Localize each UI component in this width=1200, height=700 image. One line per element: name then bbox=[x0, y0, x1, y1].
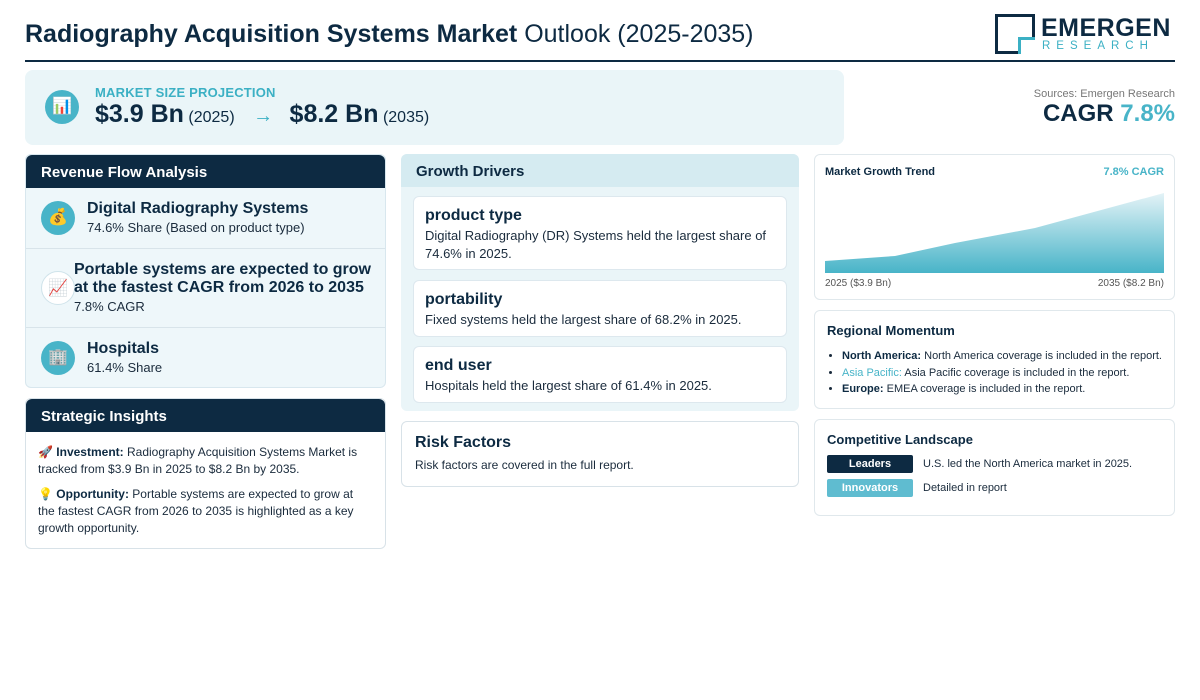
region-name: Asia Pacific: bbox=[842, 366, 902, 379]
strategic-insights-title: Strategic Insights bbox=[26, 399, 385, 432]
rocket-icon: 🚀 bbox=[38, 445, 53, 459]
driver-title: portability bbox=[425, 291, 503, 308]
market-growth-trend-panel: Market Growth Trend 7.8% CAGR 2025 ($3.9… bbox=[814, 154, 1175, 300]
insight-text: Radiography Acquisition Systems Market i… bbox=[38, 445, 358, 476]
region-name: North America: bbox=[842, 350, 922, 362]
revenue-item-title: Digital Radiography Systems bbox=[87, 200, 309, 217]
competitive-title: Competitive Landscape bbox=[827, 432, 973, 447]
cagr-value: 7.8% bbox=[1120, 100, 1175, 127]
growth-area-chart bbox=[825, 193, 1164, 273]
title-bold: Radiography Acquisition Systems Market bbox=[25, 20, 518, 48]
driver-title: product type bbox=[425, 207, 522, 224]
leaders-tag: Leaders bbox=[827, 455, 913, 473]
revenue-item-sub: 7.8% CAGR bbox=[74, 299, 145, 314]
regional-momentum-panel: Regional Momentum North America: North A… bbox=[814, 310, 1175, 409]
arrow-right-icon: → bbox=[253, 105, 274, 127]
revenue-item-sub: 74.6% Share (Based on product type) bbox=[87, 220, 305, 235]
competitive-landscape-panel: Competitive Landscape Leaders U.S. led t… bbox=[814, 419, 1175, 516]
projection-label: MARKET SIZE PROJECTION bbox=[95, 85, 276, 100]
projection-values: $3.9 Bn (2025) → $8.2 Bn (2035) bbox=[95, 100, 429, 129]
emergen-logo: EMERGEN RESEARCH bbox=[995, 14, 1170, 56]
revenue-item: 💰 Digital Radiography Systems 74.6% Shar… bbox=[26, 188, 385, 249]
cagr-display: CAGR 7.8% bbox=[1043, 100, 1175, 128]
risk-factors-panel: Risk Factors Risk factors are covered in… bbox=[401, 421, 799, 487]
list-item: Asia Pacific: Asia Pacific coverage is i… bbox=[842, 365, 1172, 382]
trend-end-label: 2035 ($8.2 Bn) bbox=[1097, 278, 1164, 289]
title-light: Outlook (2025-2035) bbox=[524, 20, 754, 48]
cagr-label: CAGR bbox=[1042, 100, 1114, 127]
driver-text: Hospitals held the largest share of 61.4… bbox=[425, 378, 712, 393]
revenue-flow-title: Revenue Flow Analysis bbox=[26, 155, 385, 188]
region-name: Europe: bbox=[842, 383, 884, 395]
risk-title: Risk Factors bbox=[415, 434, 512, 451]
start-value: $3.9 Bn bbox=[95, 100, 184, 128]
trend-up-icon: 📈 bbox=[41, 271, 75, 305]
insight-investment: 🚀 Investment: Radiography Acquisition Sy… bbox=[38, 444, 373, 478]
innovators-text: Detailed in report bbox=[923, 482, 1007, 494]
driver-card: product type Digital Radiography (DR) Sy… bbox=[413, 196, 787, 270]
insight-label: Opportunity: bbox=[56, 487, 129, 501]
revenue-item: 🏢 Hospitals 61.4% Share bbox=[26, 328, 385, 388]
logo-mark-icon bbox=[995, 14, 1035, 54]
trend-area bbox=[825, 193, 1164, 273]
risk-text: Risk factors are covered in the full rep… bbox=[415, 458, 634, 472]
insight-label: Investment: bbox=[56, 445, 124, 459]
list-item: Europe: EMEA coverage is included in the… bbox=[842, 381, 1172, 398]
logo-sub-text: RESEARCH bbox=[1042, 40, 1154, 52]
strategic-insights-panel: Strategic Insights 🚀 Investment: Radiogr… bbox=[25, 398, 386, 549]
revenue-item-title: Portable systems are expected to grow at… bbox=[74, 261, 371, 296]
regional-list: North America: North America coverage is… bbox=[842, 348, 1172, 398]
end-year: (2035) bbox=[382, 109, 430, 126]
lightbulb-icon: 💡 bbox=[38, 487, 53, 501]
logo-main-text: EMERGEN bbox=[1041, 14, 1171, 42]
growth-drivers-title: Growth Drivers bbox=[401, 154, 799, 187]
insight-opportunity: 💡 Opportunity: Portable systems are expe… bbox=[38, 486, 373, 537]
innovators-tag: Innovators bbox=[827, 479, 913, 497]
revenue-item-sub: 61.4% Share bbox=[87, 360, 163, 375]
page-title: Radiography Acquisition Systems Market O… bbox=[25, 20, 754, 49]
money-bag-icon: 💰 bbox=[41, 201, 75, 235]
revenue-flow-panel: Revenue Flow Analysis 💰 Digital Radiogra… bbox=[25, 154, 386, 388]
region-text: North America coverage is included in th… bbox=[924, 350, 1162, 362]
driver-text: Fixed systems held the largest share of … bbox=[425, 312, 742, 327]
leaders-text: U.S. led the North America market in 202… bbox=[923, 458, 1133, 470]
growth-drivers-panel: Growth Drivers product type Digital Radi… bbox=[401, 154, 799, 411]
list-item: North America: North America coverage is… bbox=[842, 348, 1172, 365]
driver-text: Digital Radiography (DR) Systems held th… bbox=[425, 228, 767, 261]
trend-start-label: 2025 ($3.9 Bn) bbox=[825, 278, 892, 289]
trend-title: Market Growth Trend bbox=[825, 166, 936, 178]
sources-text: Sources: Emergen Research bbox=[1033, 88, 1175, 100]
regional-title: Regional Momentum bbox=[827, 323, 955, 338]
revenue-item-title: Hospitals bbox=[87, 340, 160, 357]
market-size-projection: 📊 MARKET SIZE PROJECTION $3.9 Bn (2025) … bbox=[25, 70, 844, 145]
driver-title: end user bbox=[425, 357, 492, 374]
page-header: Radiography Acquisition Systems Market O… bbox=[25, 12, 1175, 62]
driver-card: end user Hospitals held the largest shar… bbox=[413, 346, 787, 403]
bar-chart-icon: 📊 bbox=[45, 90, 79, 124]
driver-card: portability Fixed systems held the large… bbox=[413, 280, 787, 337]
region-text: Asia Pacific coverage is included in the… bbox=[904, 366, 1130, 379]
building-icon: 🏢 bbox=[41, 341, 75, 375]
start-year: (2025) bbox=[188, 109, 235, 126]
end-value: $8.2 Bn bbox=[289, 100, 379, 128]
region-text: EMEA coverage is included in the report. bbox=[886, 383, 1086, 395]
insight-text: Portable systems are expected to grow at… bbox=[38, 487, 354, 535]
revenue-item: 📈 Portable systems are expected to grow … bbox=[26, 249, 385, 328]
trend-cagr: 7.8% CAGR bbox=[1103, 166, 1164, 178]
